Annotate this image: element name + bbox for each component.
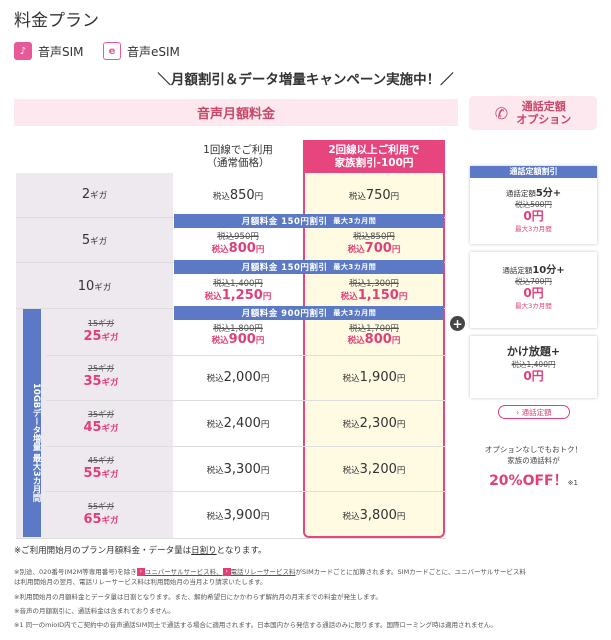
plan-45gb-label: 35ギガ 45ギガ [46, 409, 156, 435]
plan-2gb-label: 2ギガ [81, 187, 108, 202]
row-divider [46, 400, 446, 401]
plan-35gb-label: 25ギガ 35ギガ [46, 363, 156, 389]
price-5gb-single-old: 税込950円 [217, 232, 259, 242]
option-title: 通話定額5分+ [505, 188, 562, 199]
option-old-price: 税込500円 [515, 200, 552, 209]
row-divider [46, 491, 446, 492]
option-card-unlimited: かけ放題+ 税込1,400円 0円 [470, 336, 597, 398]
sim-icon: ♪ [14, 42, 32, 60]
plan-5gb-label: 5ギガ [81, 233, 108, 248]
price-25gb-family-new: 税込800円 [347, 332, 401, 347]
discount-bar: 月額料金 150円割引 最大3カ月間 [174, 214, 444, 228]
prorated-link[interactable]: 日割り [191, 546, 217, 556]
price-25gb-single-new: 税込900円 [211, 332, 265, 347]
option-new-price: 0円 [523, 209, 544, 223]
note-prorated-detail: ※利用開始月の月額料金とデータ量は日割となります。また、解約希望日にかかわらず解… [14, 593, 382, 601]
old-gb: 55ギガ [87, 502, 115, 511]
single-head-line2: （通常価格） [206, 157, 270, 169]
discount-bar: 月額料金 900円割引 最大3カ月間 [174, 306, 444, 320]
price-10gb-family-old: 税込1,300円 [349, 279, 399, 289]
price-45gb-family: 税込2,300円 [342, 416, 406, 431]
note-call-charge: ※音声の月額割引に、通話料金は含まれておりません。 [14, 607, 175, 615]
price-2gb-family: 税込750円 [348, 188, 400, 203]
option-old-price: 税込1,400円 [511, 360, 556, 369]
old-gb: 15ギガ [87, 319, 115, 328]
price-25gb-family-old: 税込1,700円 [349, 324, 399, 334]
option-new-price: 0円 [523, 369, 544, 383]
family-head-line2: 家族割引-100円 [334, 157, 414, 169]
option-title: かけ放題+ [506, 345, 561, 358]
price-10gb-single-new: 税込1,250円 [204, 288, 272, 303]
tab-voice-sim[interactable]: ♪ 音声SIM [14, 40, 84, 62]
option-card-10min: 通話定額10分+ 税込700円 0円 最大3カ月間 [470, 252, 597, 328]
price-5gb-family-old: 税込850円 [353, 232, 395, 242]
price-35gb-single: 税込2,000円 [206, 370, 270, 385]
page-title: 料金プラン [14, 11, 99, 31]
relay-service-link[interactable]: 電話リレーサービス料 [230, 568, 296, 576]
universal-service-link[interactable]: ユニバーサルサービス料、 [144, 568, 223, 576]
plan-10gb-label: 10ギガ [77, 279, 112, 294]
price-65gb-family: 税込3,800円 [342, 508, 406, 523]
single-head-line1: 1回線でご利用 [203, 144, 273, 156]
price-5gb-single-new: 税込800円 [211, 241, 265, 256]
call-option-link-button[interactable]: › 通話定額 [498, 405, 570, 419]
row-label-bg [16, 263, 173, 308]
data-bonus-label: 10GBデータ増量 最大3カ月間 [23, 309, 41, 537]
price-35gb-family: 税込1,900円 [342, 370, 406, 385]
family-discount-column-header: 2回線以上ご利用で 家族割引-100円 [303, 140, 445, 173]
option-old-price: 税込700円 [515, 277, 552, 286]
plus-icon: + [450, 316, 465, 331]
promo-line2: 家族の通話料が [507, 456, 560, 465]
price-65gb-single: 税込3,900円 [206, 508, 270, 523]
phone-icon: ✆ [494, 103, 509, 123]
option-new-price: 0円 [523, 286, 544, 300]
family-call-promo: オプションなしでもおトク！ 家族の通話料が 20%OFF！※1 [470, 444, 597, 490]
option-card-5min: 通話定額割引 通話定額5分+ 税込500円 0円 最大3カ月間 [470, 166, 597, 244]
tab-label: 音声SIM [38, 44, 84, 59]
single-line-column-header: 1回線でご利用 （通常価格） [174, 144, 302, 170]
note-family-call: ※1 同一のmioID内でご契約中の音声通話SIM同士で通話する場合に適用されま… [14, 621, 497, 629]
monthly-fee-header: 音声月額料金 [14, 99, 458, 126]
external-link-icon: › [136, 568, 145, 576]
price-45gb-single: 税込2,400円 [206, 416, 270, 431]
campaign-banner: ＼月額割引＆データ増量キャンペーン実施中！／ [157, 72, 454, 88]
note-universal-fee: ※別途、020番号(M2M等専用番号)を除き › ユニバーサルサービス料、 › 電話リレ… [14, 568, 526, 586]
option-note: 最大3カ月間 [515, 225, 552, 233]
plan-65gb-label: 55ギガ 65ギガ [46, 501, 156, 527]
option-header-line2: オプション [516, 113, 572, 126]
tab-voice-esim[interactable]: e 音声eSIM [103, 40, 180, 62]
plan-25gb-label: 15ギガ 25ギガ [46, 318, 156, 344]
old-gb: 45ギガ [87, 456, 115, 465]
price-10gb-family-new: 税込1,150円 [340, 288, 408, 303]
external-link-icon: › [222, 568, 231, 576]
row-label-bg [16, 173, 173, 217]
old-gb: 25ギガ [87, 364, 115, 373]
option-note: 最大3カ月間 [515, 302, 552, 310]
row-label-bg [16, 218, 173, 262]
family-head-line1: 2回線以上ご利用で [328, 144, 420, 156]
price-5gb-family-new: 税込700円 [347, 241, 401, 256]
row-divider [16, 538, 446, 539]
discount-bar: 月額料金 150円割引 最大3カ月間 [174, 260, 444, 274]
option-header-line1: 通話定額 [521, 100, 566, 113]
option-title: 通話定額10分+ [502, 265, 565, 276]
row-label-bg [16, 309, 173, 538]
price-55gb-single: 税込3,300円 [206, 462, 270, 477]
price-10gb-single-old: 税込1,400円 [213, 279, 263, 289]
voice-option-header: ✆ 通話定額 オプション [469, 96, 597, 130]
price-2gb-single: 税込850円 [212, 188, 264, 203]
plan-55gb-label: 45ギガ 55ギガ [46, 455, 156, 481]
promo-line1: オプションなしでもおトク！ [484, 445, 583, 454]
esim-icon: e [103, 42, 121, 60]
price-55gb-family: 税込3,200円 [342, 462, 406, 477]
price-25gb-single-old: 税込1,800円 [213, 324, 263, 334]
promo-line3: 20%OFF！※1 [489, 473, 578, 489]
old-gb: 35ギガ [87, 410, 115, 419]
row-divider [46, 355, 446, 356]
tab-label: 音声eSIM [127, 44, 180, 59]
note-prorated: ※ご利用開始月のプラン月額料金・データ量は日割りとなります。 [14, 546, 267, 556]
option-tag: 通話定額割引 [470, 166, 597, 178]
row-divider [46, 446, 446, 447]
